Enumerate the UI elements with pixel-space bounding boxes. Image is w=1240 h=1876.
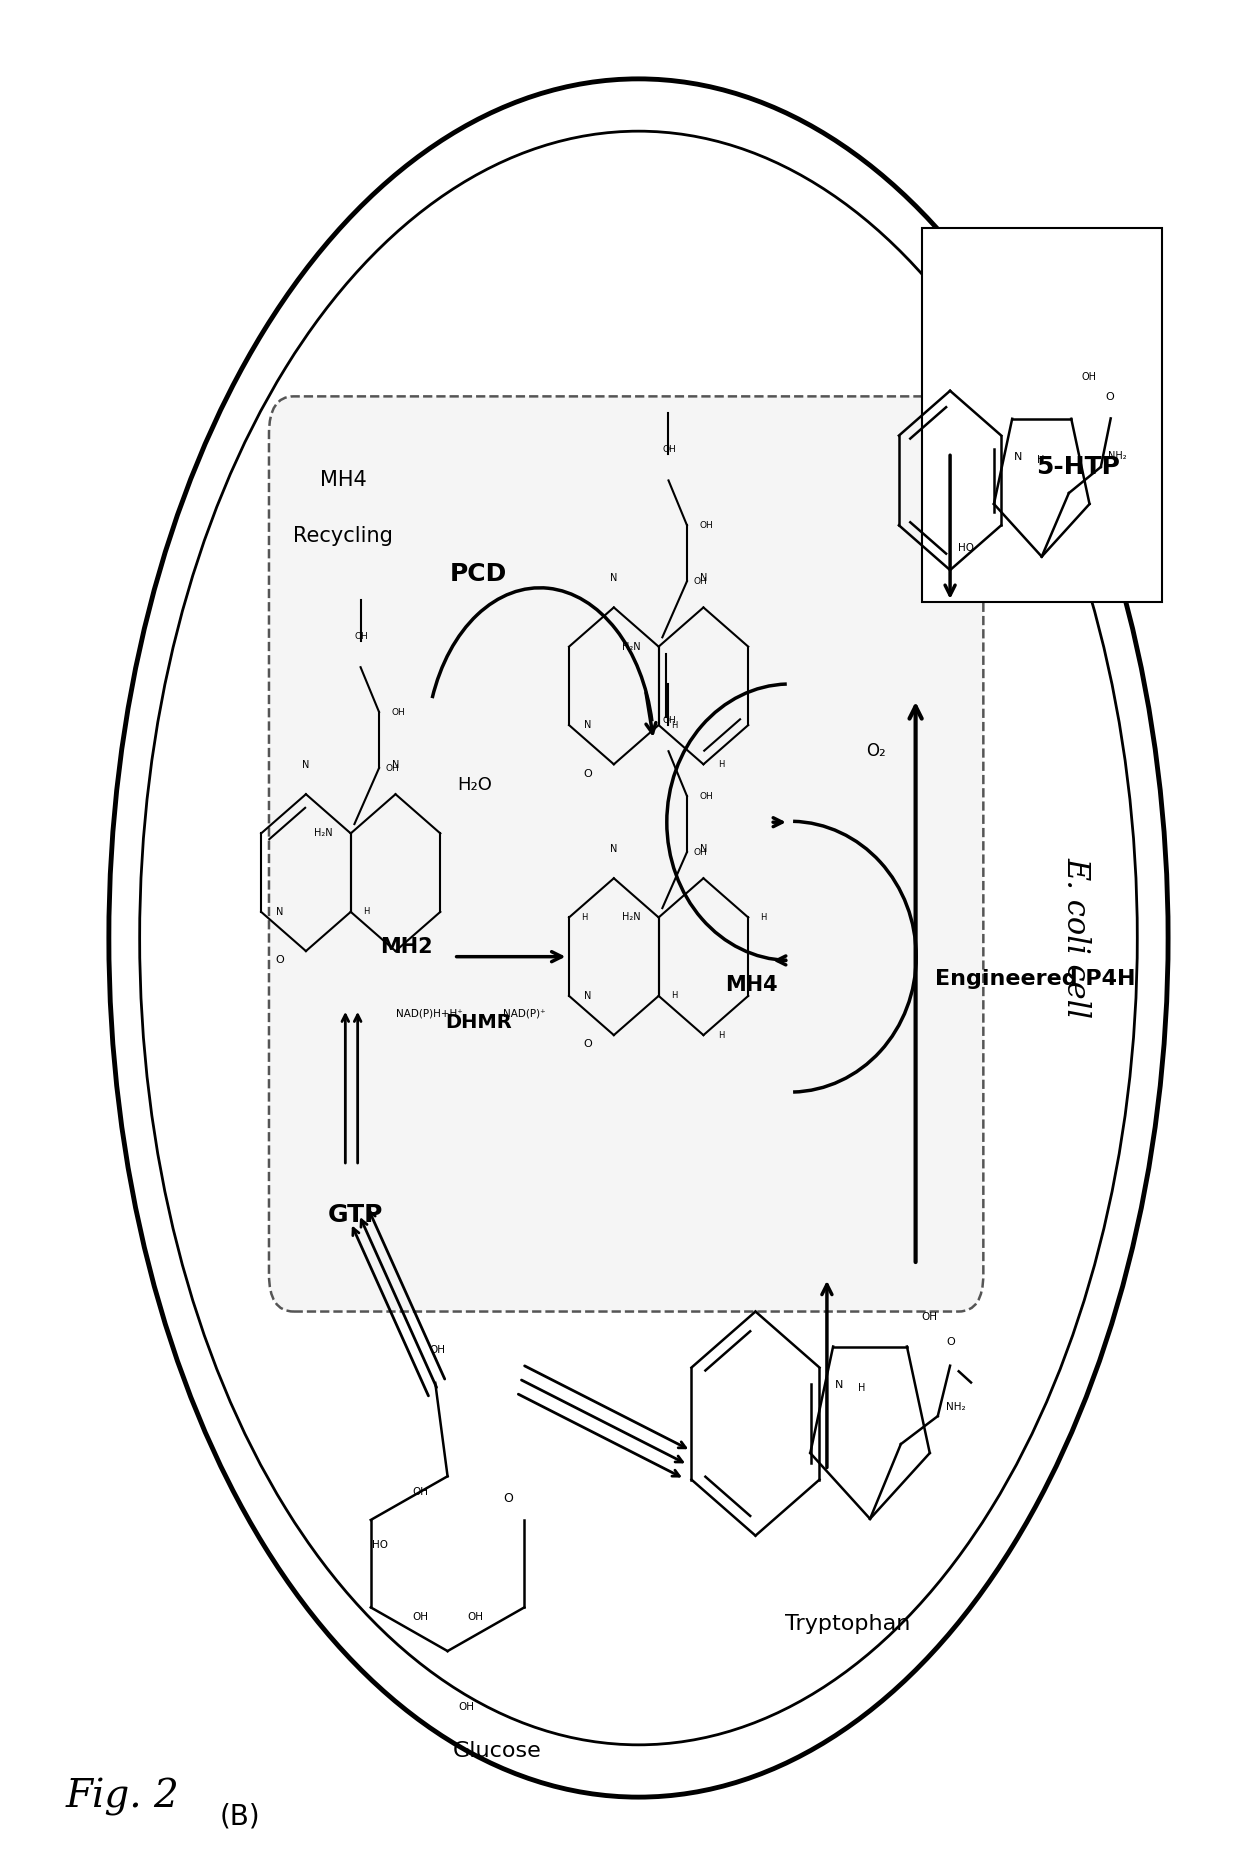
Text: Engineered P4H: Engineered P4H [935,970,1136,989]
Text: NAD(P)H+H⁺: NAD(P)H+H⁺ [396,1009,463,1019]
Text: N: N [610,844,618,854]
Text: OH: OH [355,632,368,642]
Text: OH: OH [699,522,713,529]
Text: MH4: MH4 [724,976,777,994]
Text: H₂N: H₂N [314,829,332,839]
Text: N: N [699,574,707,583]
FancyBboxPatch shape [269,396,983,1311]
Text: H: H [671,720,677,730]
Text: H: H [718,1030,724,1039]
Text: H: H [363,908,370,915]
Text: O₂: O₂ [867,743,887,760]
Text: PCD: PCD [450,561,507,585]
Text: N: N [610,574,618,583]
Text: OH: OH [1081,371,1096,383]
Text: NH₂: NH₂ [946,1401,966,1413]
Text: N: N [1014,452,1023,461]
Text: N: N [835,1381,843,1390]
Text: Fig. 2: Fig. 2 [66,1778,180,1816]
Text: OH: OH [921,1311,937,1323]
Text: H: H [671,991,677,1000]
Text: N: N [699,844,707,854]
Text: OH: OH [693,576,707,585]
Text: HO: HO [959,542,975,553]
Text: O: O [275,955,284,966]
Text: H: H [582,914,588,921]
Text: NH₂: NH₂ [1109,450,1127,461]
Text: OH: OH [392,707,405,717]
Text: O: O [946,1338,955,1347]
Text: H: H [718,760,724,769]
Text: E. coli cell: E. coli cell [1060,857,1091,1019]
Text: N: N [584,991,591,1002]
Text: O: O [1106,392,1115,401]
Text: NAD(P)⁺: NAD(P)⁺ [502,1009,546,1019]
Text: OH: OH [458,1702,474,1713]
Text: OH: OH [467,1611,484,1621]
Text: DHMR: DHMR [445,1013,512,1032]
Text: (B): (B) [219,1803,260,1831]
Text: O: O [583,1039,591,1049]
Text: MH4: MH4 [320,471,366,490]
Text: H: H [1037,454,1044,465]
Text: O: O [503,1491,513,1505]
Text: OH: OH [412,1611,428,1621]
Text: OH: OH [663,717,677,726]
Text: Recycling: Recycling [293,527,393,546]
Text: GTP: GTP [327,1203,383,1227]
Text: HO: HO [372,1540,388,1550]
Text: Glucose: Glucose [453,1741,541,1762]
Text: H: H [858,1383,866,1392]
Text: Tryptophan: Tryptophan [785,1613,910,1634]
Text: H₂N: H₂N [621,912,640,923]
Text: OH: OH [699,792,713,801]
Text: H: H [760,914,766,921]
Text: N: N [392,760,399,769]
Text: OH: OH [430,1345,445,1354]
Text: OH: OH [412,1488,428,1497]
Text: 5-HTP: 5-HTP [1037,456,1120,480]
Text: OH: OH [693,848,707,857]
Text: N: N [584,720,591,730]
Text: O: O [583,769,591,779]
Text: H₂N: H₂N [621,642,640,651]
Bar [921,229,1162,602]
Text: OH: OH [663,445,677,454]
Text: MH2: MH2 [379,938,433,957]
Text: N: N [277,906,283,917]
Text: OH: OH [386,764,399,773]
Text: N: N [303,760,310,769]
Text: H₂O: H₂O [458,777,492,794]
